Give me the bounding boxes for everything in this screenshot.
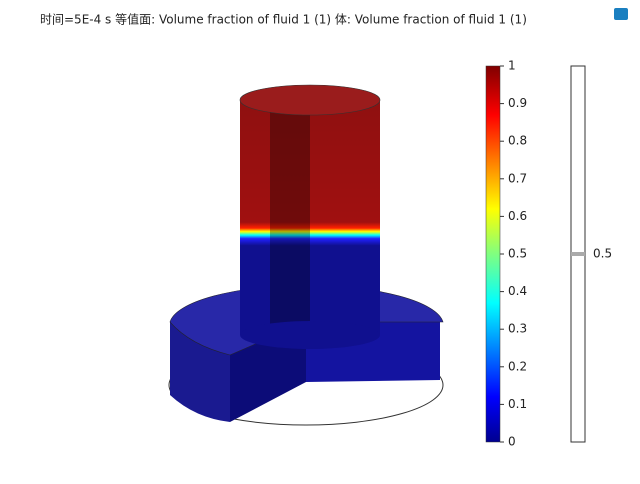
colorbar-tick-label: 0.2	[508, 359, 527, 373]
colorbar-tick-label: 0	[508, 435, 516, 449]
colorbar-tick-label: 0.6	[508, 209, 527, 223]
isosurface-label: 0.5	[593, 247, 612, 261]
plot-title: 时间=5E-4 s 等值面: Volume fraction of fluid …	[40, 12, 527, 27]
cylinder-cut-face	[270, 100, 310, 340]
colorbar-tick-label: 0.4	[508, 284, 527, 298]
cylinder-bottom	[240, 321, 380, 349]
cylinder-body	[240, 100, 380, 335]
colorbar	[485, 65, 501, 443]
cylinder-top	[239, 84, 381, 116]
toolbar-icon[interactable]	[614, 8, 628, 20]
colorbar-tick-label: 0.5	[508, 247, 527, 261]
colorbar-tick-label: 0.1	[508, 397, 527, 411]
colorbar-tick-label: 0.3	[508, 322, 527, 336]
colorbar-tick-label: 0.7	[508, 171, 527, 185]
colorbar-tick-label: 0.8	[508, 134, 527, 148]
base-left-face	[170, 322, 306, 422]
colorbar-tick-label: 1	[508, 59, 516, 73]
colorbar-tick-label: 0.9	[508, 96, 527, 110]
isosurface-marker	[571, 252, 585, 256]
